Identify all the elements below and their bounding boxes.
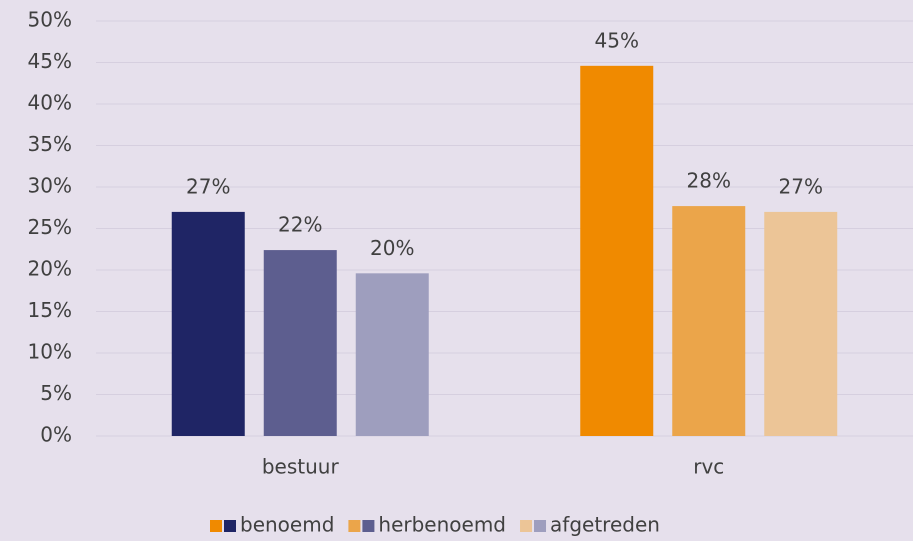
- y-tick-label: 30%: [28, 174, 72, 198]
- bar: [263, 250, 337, 436]
- value-label: 45%: [595, 28, 639, 52]
- bar: [672, 206, 746, 436]
- y-tick-label: 20%: [28, 257, 72, 281]
- y-tick-label: 35%: [28, 132, 72, 156]
- x-tick-label: bestuur: [262, 455, 340, 479]
- x-tick-label: rvc: [693, 455, 724, 479]
- legend-swatch: [534, 520, 547, 532]
- legend-swatch: [348, 520, 361, 532]
- value-label: 20%: [370, 236, 414, 260]
- value-label: 22%: [278, 213, 322, 237]
- legend-label: afgetreden: [550, 513, 660, 537]
- value-label: 28%: [687, 169, 731, 193]
- y-tick-label: 10%: [28, 340, 72, 364]
- y-tick-label: 0%: [40, 423, 72, 447]
- bar: [171, 211, 245, 436]
- legend-swatch: [224, 520, 236, 532]
- y-tick-label: 25%: [28, 215, 72, 239]
- legend-label: herbenoemd: [378, 513, 506, 537]
- legend-swatch: [362, 520, 375, 532]
- y-tick-label: 45%: [28, 49, 72, 73]
- y-tick-label: 50%: [28, 8, 72, 32]
- y-tick-label: 15%: [28, 298, 72, 322]
- legend-swatch: [520, 520, 533, 532]
- y-tick-label: 40%: [28, 91, 72, 115]
- bar: [764, 211, 838, 436]
- value-label: 27%: [779, 174, 823, 198]
- bar: [355, 273, 429, 436]
- value-label: 27%: [186, 174, 230, 198]
- y-tick-label: 5%: [40, 381, 72, 405]
- legend-swatch: [210, 520, 222, 532]
- bar: [580, 65, 654, 436]
- legend-label: benoemd: [240, 513, 334, 537]
